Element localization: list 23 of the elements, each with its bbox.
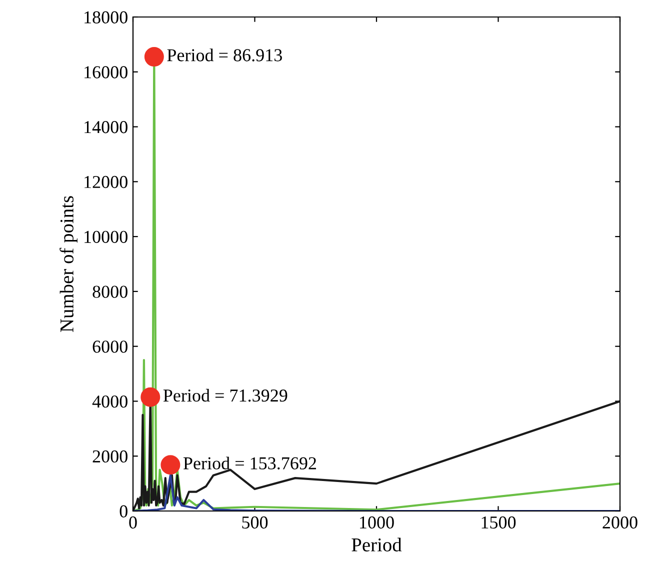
y-tick-label: 18000 [84, 11, 128, 24]
x-tick-label: 0 [129, 516, 137, 529]
y-tick-label: 10000 [84, 230, 128, 243]
y-tick-label: 6000 [92, 340, 128, 353]
point [144, 47, 164, 67]
annotation: Period = 71.3929 [163, 388, 288, 402]
x-axis-title: Period [352, 538, 402, 552]
x-tick-label: 1000 [360, 516, 394, 529]
y-tick-label: 12000 [84, 176, 128, 188]
y-tick-label: 16000 [84, 66, 128, 78]
y-tick-label: 4000 [92, 395, 128, 408]
y-tick-label: 8000 [92, 286, 128, 298]
y-axis-title: Number of points [60, 196, 78, 332]
point [160, 455, 180, 475]
y-tick-label: 0 [120, 505, 128, 518]
y-tick-label: 14000 [84, 121, 128, 134]
annotation: Period = 153.7692 [183, 456, 316, 470]
x-tick-label: 1500 [482, 516, 516, 529]
x-tick-label: 2000 [602, 516, 638, 529]
x-tick-label: 500 [242, 516, 268, 529]
y-tick-label: 2000 [92, 450, 128, 463]
point [140, 387, 160, 407]
annotation: Period = 86.913 [167, 48, 282, 62]
